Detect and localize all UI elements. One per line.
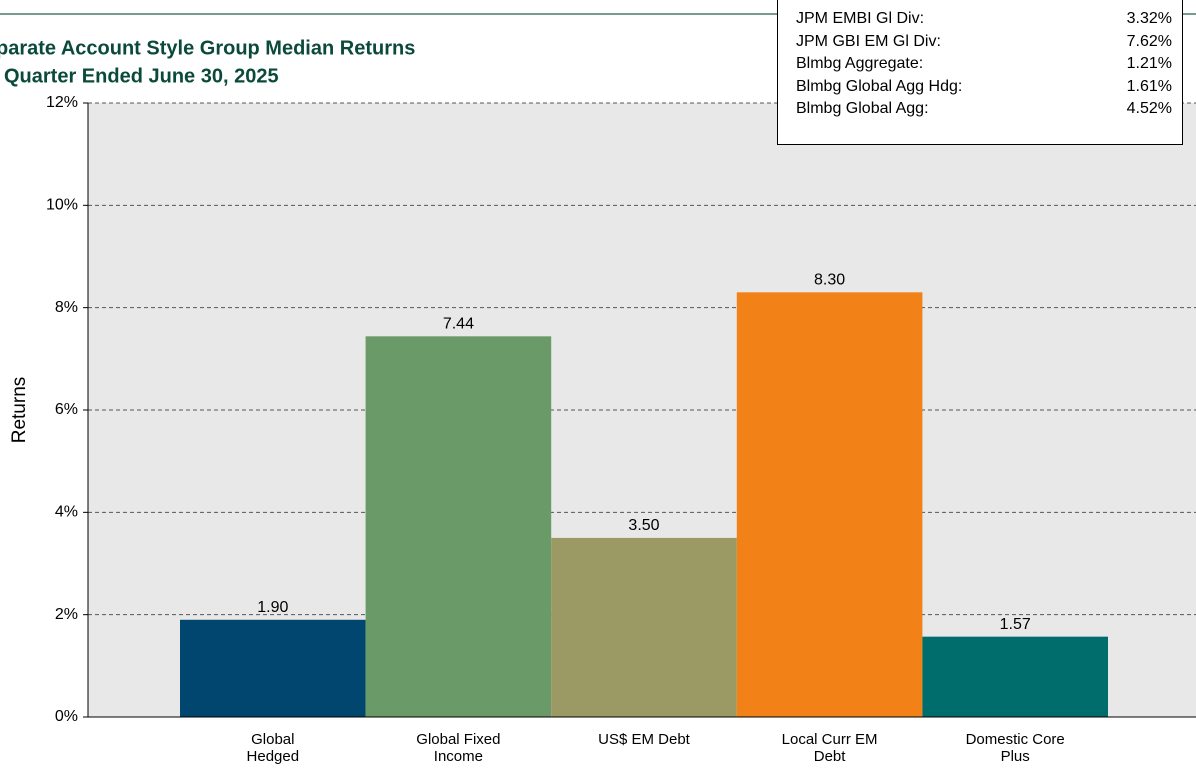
x-tick-label: US$ EM Debt: [598, 731, 690, 748]
y-tick-label: 4%: [55, 504, 78, 521]
data-label: 1.57: [1000, 616, 1031, 633]
bar: [180, 619, 366, 717]
x-tick-label: Domestic Core Plus: [965, 731, 1065, 765]
index-name: Blmbg Global Agg:: [796, 100, 929, 117]
y-tick-label: 12%: [46, 94, 78, 111]
index-value: 3.32%: [1126, 10, 1172, 27]
index-value: 1.21%: [1126, 55, 1172, 72]
chart-title: parate Account Style Group Median Return…: [0, 37, 415, 59]
x-tick-label: Global Fixed Income: [416, 731, 501, 765]
y-tick-label: 8%: [55, 299, 78, 316]
chart-subtitle: Quarter Ended June 30, 2025: [4, 65, 279, 87]
y-tick-label: 2%: [55, 606, 78, 623]
bar: [365, 336, 552, 717]
index-name: Blmbg Aggregate:: [796, 55, 924, 72]
index-row: Blmbg Aggregate: 1.21%: [796, 55, 1172, 73]
data-label: 8.30: [814, 272, 845, 289]
index-box: JPM EMBI Gl Div: 3.32% JPM GBI EM Gl Div: 7…: [777, 0, 1183, 145]
index-name: JPM EMBI Gl Div:: [796, 10, 925, 27]
y-tick-label: 0%: [55, 708, 78, 725]
y-axis-label: Returns: [9, 377, 30, 444]
index-row: JPM GBI EM Gl Div: 7.62%: [796, 33, 1172, 51]
x-tick-label: Local Curr EM Debt: [781, 731, 878, 765]
index-value: 4.52%: [1126, 100, 1172, 117]
x-tick-label: Global Hedged: [246, 731, 300, 765]
bar: [922, 636, 1108, 717]
bar: [551, 537, 737, 717]
index-name: Blmbg Global Agg Hdg:: [796, 77, 963, 95]
index-row: JPM EMBI Gl Div: 3.32%: [796, 10, 1172, 28]
y-tick-label: 6%: [55, 401, 78, 418]
index-row: Blmbg Global Agg: 4.52%: [796, 100, 1172, 118]
bar: [736, 292, 923, 717]
index-value: 1.61%: [1126, 77, 1172, 95]
y-tick-label: 10%: [46, 197, 78, 214]
data-label: 3.50: [628, 517, 659, 534]
index-value: 7.62%: [1126, 32, 1172, 50]
data-label: 7.44: [443, 316, 474, 333]
index-row: Blmbg Global Agg Hdg: 1.61%: [796, 78, 1172, 96]
data-label: 1.90: [257, 599, 288, 616]
index-name: JPM GBI EM Gl Div:: [796, 32, 941, 50]
